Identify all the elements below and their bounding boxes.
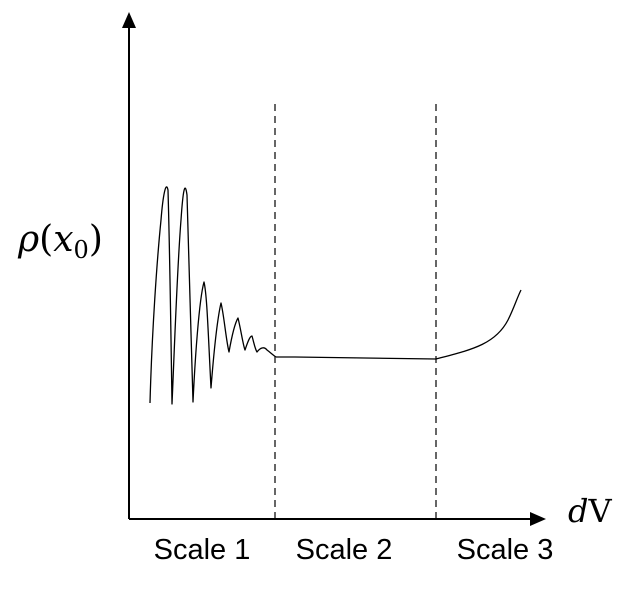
x-label-d: d — [568, 492, 588, 530]
y-label-symbol: ρ — [17, 219, 39, 260]
scale-label-2: Scale 2 — [296, 534, 393, 566]
curve-scale-3-rise — [435, 289, 522, 360]
x-axis-label: dV — [568, 492, 612, 530]
y-axis-label: ρ(x0) — [17, 219, 103, 264]
curve-scale-1-oscillation — [149, 186, 277, 405]
x-axis-arrowhead — [530, 512, 546, 526]
y-label-subscript: 0 — [74, 236, 89, 264]
x-label-v: V — [587, 492, 612, 530]
y-label-variable: x — [53, 219, 73, 260]
curve-scale-2-plateau — [276, 356, 437, 360]
scale-label-3: Scale 3 — [457, 534, 554, 566]
scale-label-1: Scale 1 — [154, 534, 251, 566]
y-axis-arrowhead — [122, 12, 136, 28]
y-label-close-paren: ) — [89, 219, 103, 260]
y-label-open-paren: ( — [39, 219, 53, 260]
